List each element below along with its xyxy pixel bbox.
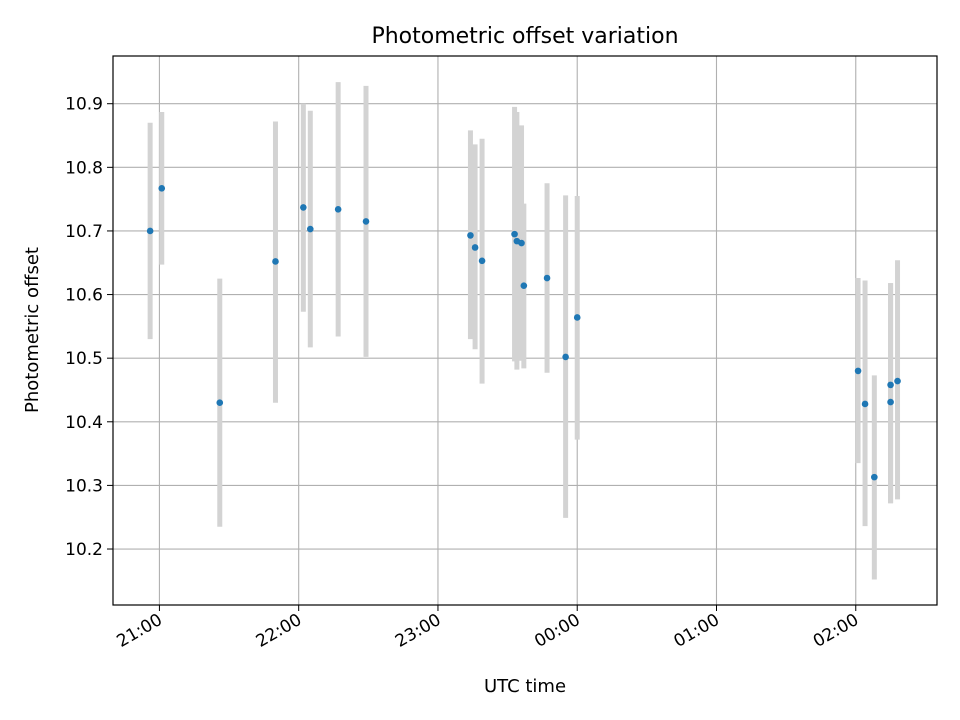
y-tick-label: 10.5 [65,349,103,369]
data-points [146,185,901,481]
data-point [334,206,342,213]
data-point [520,282,528,289]
y-tick-label: 10.8 [65,158,103,178]
data-point [146,227,154,235]
y-tick-label: 10.3 [65,476,103,496]
x-axis-label: UTC time [484,676,566,697]
plot-frame [112,55,938,606]
data-point [861,400,869,408]
y-tick-label: 10.9 [65,95,103,115]
y-tick-label: 10.4 [65,413,103,433]
data-point [518,239,525,247]
data-point [894,377,901,385]
data-point [300,204,307,211]
data-point [573,314,581,321]
data-point [887,381,894,389]
data-point [467,232,474,239]
data-point [306,225,314,233]
data-point [511,230,518,238]
data-point [272,258,279,265]
y-axis-label: Photometric offset [22,247,43,413]
data-point [854,367,862,375]
y-tick-label: 10.6 [65,286,103,306]
data-point [471,244,479,251]
chart-title: Photometric offset variation [371,24,678,49]
data-point [158,185,166,192]
data-point [478,257,486,265]
y-tick-label: 10.7 [65,222,103,242]
data-point [216,399,224,407]
data-point [562,353,569,361]
data-point [362,218,370,225]
y-tick-label: 10.2 [65,540,103,560]
data-point [871,473,878,481]
y-axis-ticks: 10.2 10.3 10.4 10.5 10.6 10.7 10.8 10.9 [65,95,113,560]
data-point [887,398,894,406]
data-point [543,274,551,282]
